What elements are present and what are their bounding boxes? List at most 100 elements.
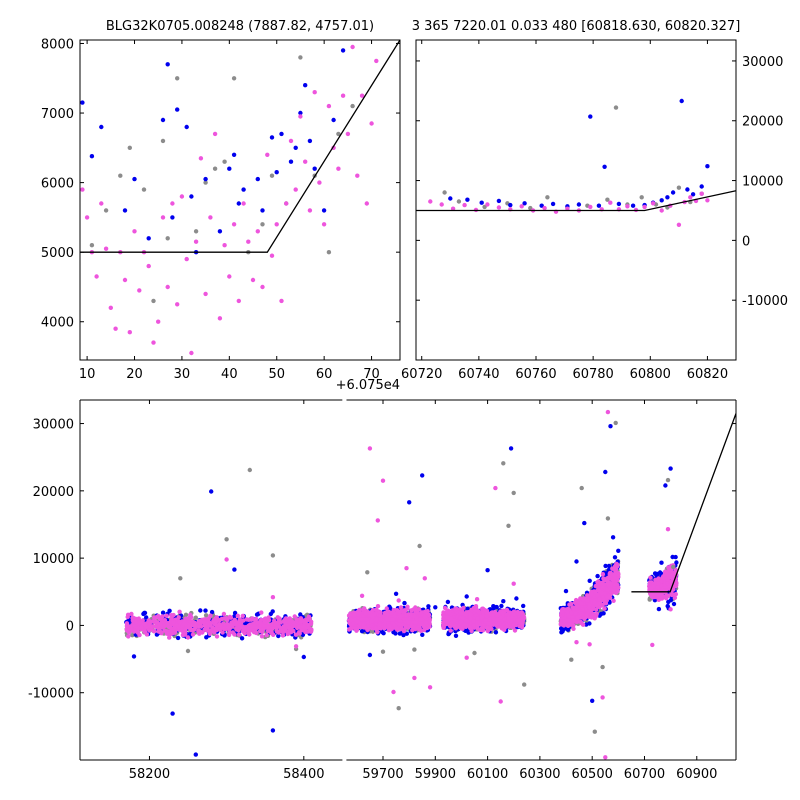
magenta-point <box>485 625 490 631</box>
magenta-point <box>306 629 311 634</box>
magenta-point <box>439 202 444 207</box>
magenta-point <box>254 625 259 630</box>
magenta-point <box>321 222 327 227</box>
magenta-point <box>221 611 227 617</box>
magenta-point <box>146 618 151 623</box>
magenta-point <box>491 616 496 621</box>
blue-point <box>122 208 128 213</box>
magenta-point <box>277 616 282 621</box>
magenta-point <box>127 627 132 632</box>
blue-point <box>239 636 245 641</box>
magenta-point <box>302 619 308 624</box>
magenta-point <box>228 615 234 620</box>
y-tick-label: -10000 <box>742 294 788 309</box>
magenta-point <box>154 615 159 620</box>
magenta-point <box>288 138 294 144</box>
magenta-point <box>160 614 165 619</box>
magenta-point <box>454 606 459 612</box>
magenta-point <box>497 621 502 626</box>
magenta-point <box>262 619 268 625</box>
blue-point <box>494 604 499 610</box>
plot-area <box>80 40 400 356</box>
magenta-point <box>365 621 370 626</box>
magenta-point <box>506 615 511 621</box>
blue-point <box>269 135 275 140</box>
magenta-point <box>427 617 432 622</box>
gray-point <box>103 208 109 213</box>
magenta-point <box>511 612 516 617</box>
magenta-point <box>171 612 176 618</box>
magenta-point <box>142 628 147 634</box>
blue-point <box>184 124 189 130</box>
blue-point <box>146 236 151 241</box>
magenta-point <box>642 204 647 210</box>
magenta-point <box>298 619 303 624</box>
blue-point <box>236 201 241 206</box>
magenta-point <box>444 615 450 620</box>
magenta-point <box>80 187 85 192</box>
blue-point <box>270 609 275 614</box>
y-tick-label: 30000 <box>742 55 783 70</box>
magenta-point <box>340 93 346 98</box>
blue-point <box>465 197 470 202</box>
magenta-point <box>165 284 170 290</box>
blue-point <box>293 145 298 150</box>
magenta-point <box>266 625 272 630</box>
magenta-point <box>298 114 303 119</box>
gray-point <box>260 222 265 227</box>
plot-area <box>124 409 736 760</box>
magenta-point <box>468 616 473 621</box>
blue-point <box>404 631 409 636</box>
magenta-point <box>502 627 507 632</box>
magenta-point <box>285 631 290 637</box>
y-tick-label: 5000 <box>41 246 74 261</box>
magenta-point <box>237 617 243 622</box>
magenta-point <box>369 618 374 624</box>
blue-point <box>679 98 684 104</box>
blue-point <box>288 159 294 164</box>
magenta-point <box>213 619 219 624</box>
magenta-point <box>422 609 427 615</box>
magenta-point <box>246 631 252 636</box>
magenta-point <box>198 156 204 161</box>
gray-point <box>231 76 237 81</box>
magenta-point <box>283 628 288 633</box>
blue-point <box>401 632 406 638</box>
magenta-point <box>699 191 704 196</box>
magenta-point <box>511 622 517 627</box>
blue-point <box>170 215 175 220</box>
magenta-point <box>258 623 263 628</box>
gray-point <box>193 229 199 234</box>
magenta-point <box>158 621 163 627</box>
magenta-point <box>184 256 189 262</box>
magenta-point <box>146 263 151 269</box>
magenta-point <box>192 623 198 629</box>
magenta-point <box>203 623 208 629</box>
y-tick-label: 20000 <box>742 115 783 130</box>
magenta-point <box>345 131 351 137</box>
magenta-point <box>171 620 176 626</box>
magenta-point <box>260 284 265 290</box>
magenta-point <box>279 298 284 304</box>
blue-point <box>303 83 308 88</box>
magenta-point <box>482 607 487 613</box>
magenta-point <box>236 632 242 637</box>
blue-point <box>132 176 137 182</box>
magenta-point <box>272 618 277 623</box>
blue-point <box>232 614 237 619</box>
plot-area <box>416 98 736 227</box>
magenta-point <box>390 617 395 622</box>
magenta-point <box>227 274 232 279</box>
blue-point <box>144 615 149 620</box>
magenta-point <box>236 298 241 304</box>
blue-point <box>630 203 636 208</box>
magenta-point <box>373 626 379 631</box>
blue-point <box>522 201 527 206</box>
magenta-point <box>406 619 411 625</box>
gray-point <box>89 243 95 248</box>
gray-point <box>175 76 180 81</box>
magenta-point <box>210 625 215 630</box>
magenta-point <box>206 616 211 621</box>
magenta-point <box>181 629 186 634</box>
magenta-point <box>384 606 389 611</box>
